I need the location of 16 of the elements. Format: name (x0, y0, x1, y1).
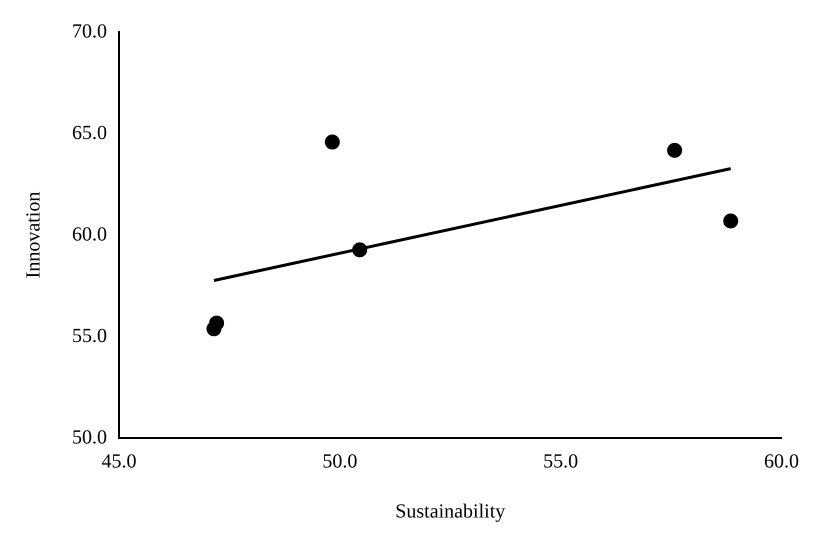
x-tick-label: 50.0 (322, 450, 358, 472)
x-tick-label: 55.0 (543, 450, 578, 472)
point (324, 134, 340, 150)
y-axis-title: Innovation (22, 192, 44, 278)
y-tick-label: 60.0 (72, 223, 107, 246)
point (209, 316, 224, 331)
point (667, 142, 682, 158)
point (352, 242, 368, 258)
y-tick-label: 70.0 (72, 20, 107, 42)
x-axis-title: Sustainability (395, 500, 506, 522)
x-tick-label: 60.0 (764, 450, 799, 472)
point (723, 213, 738, 228)
y-tick-label: 55.0 (72, 324, 107, 347)
y-tick-label: 50.0 (72, 426, 107, 448)
y-tick-label: 65.0 (72, 122, 107, 144)
x-tick-label: 45.0 (102, 450, 136, 472)
